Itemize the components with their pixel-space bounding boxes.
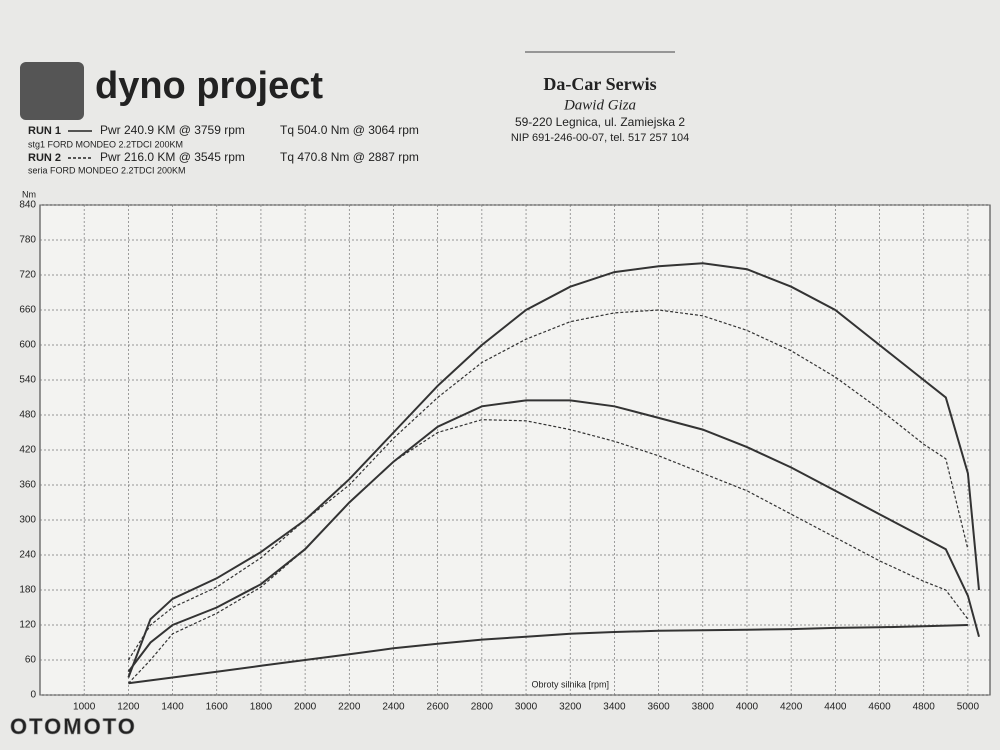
x-tick-label: 1200 [117,702,140,713]
x-tick-label: 2200 [338,702,361,713]
y-tick-label: 240 [19,550,36,561]
x-tick-label: 3200 [559,702,582,713]
run-torque: Tq 470.8 Nm @ 2887 rpm [280,150,419,164]
x-tick-label: 3800 [692,702,715,713]
run-torque: Tq 504.0 Nm @ 3064 rpm [280,123,419,137]
run-label: RUN 2 [28,152,61,164]
x-tick-label: 4800 [913,702,936,713]
y-tick-label: 0 [30,690,36,701]
watermark: OTOMOTO [10,714,137,739]
y-tick-label: 480 [19,410,36,421]
x-tick-label: 1000 [73,702,96,713]
plot-area [39,204,991,696]
x-tick-label: 3600 [647,702,670,713]
address: 59-220 Legnica, ul. Zamiejska 2 [515,115,685,129]
y-axis-label: Nm [22,189,36,199]
logo-box [20,62,84,120]
y-tick-label: 300 [19,515,36,526]
y-tick-label: 60 [25,655,37,666]
x-tick-label: 1600 [206,702,229,713]
x-tick-label: 2000 [294,702,317,713]
curve [127,419,969,684]
x-tick-label: 3400 [603,702,626,713]
y-tick-label: 420 [19,445,36,456]
run-car: seria FORD MONDEO 2.2TDCI 200KM [28,165,186,175]
x-tick-label: 2600 [427,702,450,713]
y-tick-label: 120 [19,620,36,631]
x-tick-label: 4000 [736,702,759,713]
run-power: Pwr 240.9 KM @ 3759 rpm [100,123,245,137]
y-tick-label: 840 [19,200,36,211]
y-tick-label: 360 [19,480,36,491]
y-tick-label: 180 [19,585,36,596]
curve [128,624,968,685]
x-tick-label: 3000 [515,702,538,713]
y-tick-label: 780 [19,235,36,246]
curve [127,262,980,678]
x-axis-label: Obroty silnika [rpm] [531,679,609,689]
x-tick-label: 2800 [471,702,494,713]
logo: dyno project [95,65,323,107]
y-tick-label: 600 [19,340,36,351]
y-tick-label: 540 [19,375,36,386]
x-tick-label: 4400 [824,702,847,713]
owner: Dawid Giza [563,97,636,113]
curve [127,399,980,673]
run-label: RUN 1 [28,125,61,137]
run-power: Pwr 216.0 KM @ 3545 rpm [100,150,245,164]
contact: NIP 691-246-00-07, tel. 517 257 104 [511,132,689,144]
curve [127,309,969,661]
x-tick-label: 4600 [868,702,891,713]
x-tick-label: 2400 [382,702,405,713]
x-tick-label: 5000 [957,702,980,713]
y-tick-label: 660 [19,305,36,316]
run-car: stg1 FORD MONDEO 2.2TDCI 200KM [28,139,183,149]
company: Da-Car Serwis [543,74,656,94]
x-tick-label: 4200 [780,702,803,713]
x-tick-label: 1400 [161,702,184,713]
x-tick-label: 1800 [250,702,273,713]
y-tick-label: 720 [19,270,36,281]
